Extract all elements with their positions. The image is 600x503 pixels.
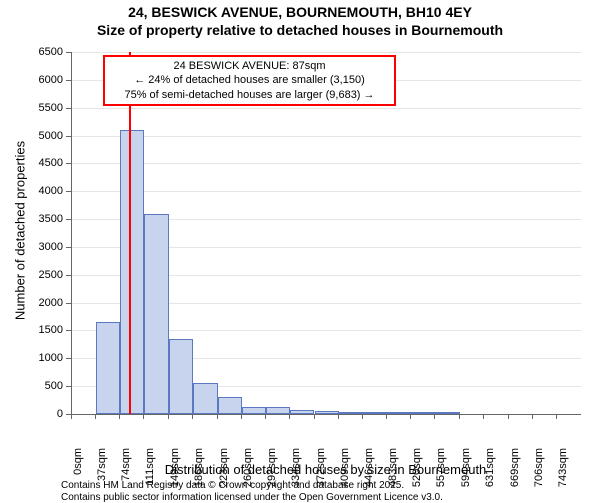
- y-tick-label: 6000: [0, 74, 63, 86]
- y-tick-mark: [66, 80, 71, 81]
- y-tick-label: 4000: [0, 185, 63, 197]
- x-tick-mark: [556, 414, 557, 419]
- gridline: [72, 52, 581, 53]
- x-tick-mark: [483, 414, 484, 419]
- y-tick-mark: [66, 386, 71, 387]
- x-tick-label: 557sqm: [435, 448, 447, 498]
- y-tick-mark: [66, 163, 71, 164]
- x-tick-label: 669sqm: [509, 448, 521, 498]
- histogram-bar: [339, 412, 363, 414]
- gridline: [72, 191, 581, 192]
- y-tick-mark: [66, 219, 71, 220]
- x-tick-mark: [119, 414, 120, 419]
- x-tick-label: 520sqm: [411, 448, 423, 498]
- y-tick-mark: [66, 191, 71, 192]
- gridline: [72, 108, 581, 109]
- histogram-bar: [193, 383, 217, 414]
- callout-line: ← 24% of detached houses are smaller (3,…: [111, 73, 388, 87]
- x-tick-label: 149sqm: [169, 448, 181, 498]
- x-tick-label: 74sqm: [120, 448, 132, 498]
- x-tick-mark: [410, 414, 411, 419]
- x-tick-label: 594sqm: [460, 448, 472, 498]
- x-tick-label: 409sqm: [339, 448, 351, 498]
- x-tick-mark: [168, 414, 169, 419]
- histogram-bar: [120, 130, 144, 414]
- histogram-bar: [411, 412, 435, 414]
- y-tick-label: 6500: [0, 46, 63, 58]
- histogram-bar: [218, 397, 242, 414]
- x-tick-label: 297sqm: [266, 448, 278, 498]
- gridline: [72, 136, 581, 137]
- gridline: [72, 163, 581, 164]
- histogram-bar: [363, 412, 387, 414]
- y-tick-label: 3000: [0, 241, 63, 253]
- callout-line: 75% of semi-detached houses are larger (…: [111, 88, 388, 102]
- chart-title-line2: Size of property relative to detached ho…: [0, 22, 600, 38]
- x-tick-mark: [434, 414, 435, 419]
- y-tick-mark: [66, 108, 71, 109]
- x-tick-label: 743sqm: [557, 448, 569, 498]
- x-tick-mark: [314, 414, 315, 419]
- x-tick-mark: [289, 414, 290, 419]
- y-tick-mark: [66, 330, 71, 331]
- x-tick-mark: [143, 414, 144, 419]
- y-tick-label: 1000: [0, 352, 63, 364]
- histogram-bar: [242, 407, 266, 414]
- subject-property-callout: 24 BESWICK AVENUE: 87sqm← 24% of detache…: [103, 55, 396, 106]
- x-tick-mark: [338, 414, 339, 419]
- y-tick-label: 500: [0, 380, 63, 392]
- x-tick-label: 186sqm: [193, 448, 205, 498]
- x-tick-label: 0sqm: [72, 448, 84, 498]
- callout-line: 24 BESWICK AVENUE: 87sqm: [111, 59, 388, 73]
- y-tick-mark: [66, 247, 71, 248]
- histogram-bar: [144, 214, 168, 414]
- x-tick-mark: [71, 414, 72, 419]
- x-tick-mark: [241, 414, 242, 419]
- y-tick-mark: [66, 303, 71, 304]
- x-tick-mark: [386, 414, 387, 419]
- y-tick-label: 5500: [0, 102, 63, 114]
- histogram-bar: [266, 407, 290, 414]
- histogram-bar: [387, 412, 411, 414]
- x-tick-label: 706sqm: [533, 448, 545, 498]
- x-tick-label: 111sqm: [144, 448, 156, 498]
- x-tick-mark: [508, 414, 509, 419]
- histogram-bar: [169, 339, 193, 414]
- y-tick-mark: [66, 136, 71, 137]
- property-size-histogram: 24, BESWICK AVENUE, BOURNEMOUTH, BH10 4E…: [0, 0, 600, 500]
- x-tick-label: 372sqm: [315, 448, 327, 498]
- x-tick-label: 223sqm: [218, 448, 230, 498]
- x-tick-label: 334sqm: [290, 448, 302, 498]
- x-tick-label: 446sqm: [363, 448, 375, 498]
- chart-title-line1: 24, BESWICK AVENUE, BOURNEMOUTH, BH10 4E…: [0, 4, 600, 20]
- y-tick-label: 2500: [0, 269, 63, 281]
- y-tick-label: 4500: [0, 157, 63, 169]
- x-tick-label: 631sqm: [484, 448, 496, 498]
- x-tick-mark: [532, 414, 533, 419]
- x-tick-mark: [192, 414, 193, 419]
- x-tick-mark: [265, 414, 266, 419]
- histogram-bar: [290, 410, 314, 414]
- y-tick-label: 1500: [0, 324, 63, 336]
- x-tick-mark: [362, 414, 363, 419]
- y-tick-mark: [66, 52, 71, 53]
- y-tick-label: 2000: [0, 297, 63, 309]
- x-tick-label: 37sqm: [96, 448, 108, 498]
- plot-area: [71, 52, 581, 415]
- subject-property-marker: [129, 52, 131, 414]
- x-tick-label: 260sqm: [242, 448, 254, 498]
- histogram-bar: [96, 322, 120, 414]
- x-tick-mark: [95, 414, 96, 419]
- histogram-bar: [435, 412, 459, 414]
- histogram-bar: [315, 411, 339, 414]
- x-tick-mark: [217, 414, 218, 419]
- attribution-line1: Contains HM Land Registry data © Crown c…: [61, 480, 404, 491]
- y-tick-mark: [66, 358, 71, 359]
- y-tick-label: 5000: [0, 130, 63, 142]
- y-tick-label: 0: [0, 408, 63, 420]
- y-tick-mark: [66, 275, 71, 276]
- x-tick-label: 483sqm: [387, 448, 399, 498]
- x-tick-mark: [459, 414, 460, 419]
- y-tick-label: 3500: [0, 213, 63, 225]
